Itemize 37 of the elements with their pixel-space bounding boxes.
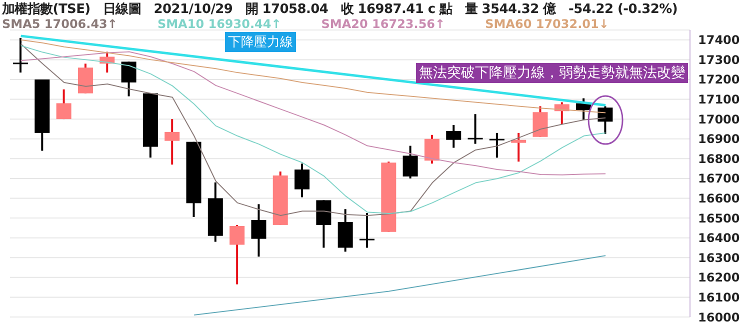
candlestick [294,162,310,198]
candlestick [511,132,526,163]
text: SMA10 16930.44↑ [157,17,282,31]
candlestick [164,118,180,166]
y-tick-label: 17100 [698,92,740,107]
candlestick [13,36,28,74]
y-tick-label: 17300 [698,52,740,67]
candlestick [598,105,613,135]
candlestick [359,212,374,249]
candlestick [251,203,266,258]
y-tick-label: 16600 [698,192,740,206]
y-tick-label: 17200 [698,72,740,87]
y-tick-label: 16900 [698,132,740,146]
y-tick-label: 16700 [698,172,740,186]
chart-title: 加權指數(TSE) 日線圖 2021/10/29 開 17058.04 收 16987.41 c 點 量 3544.32 億 -54.22 (-0.32%) [2,0,678,18]
y-tick-label: 16100 [698,290,740,304]
text: SMA20 16723.56↑ [321,17,446,31]
annotation: 下降壓力線 [225,32,296,52]
y-tick-label: 17000 [698,112,740,126]
candlestick [446,124,462,149]
candlestick [489,132,504,159]
candlestick [424,134,440,165]
candlestick [56,88,72,120]
y-tick-label: 17400 [698,33,740,48]
candlestick [468,113,483,145]
y-tick-label: 16000 [698,310,740,324]
y-tick-label: 16800 [698,152,740,166]
y-tick-label: 16300 [698,250,740,265]
y-tick-label: 16200 [698,270,740,285]
series-label: SMA5 17006.43↑ [2,17,118,31]
y-tick-label: 16500 [698,211,740,226]
candlestick [402,144,418,180]
text: SMA60 17032.01↓ [485,17,609,31]
candlestick [121,60,136,98]
y-tick-label: 16400 [698,231,740,246]
candlestick [230,224,245,286]
annotation: 無法突破下降壓力線，弱勢走勢就無法改變 [416,63,688,83]
